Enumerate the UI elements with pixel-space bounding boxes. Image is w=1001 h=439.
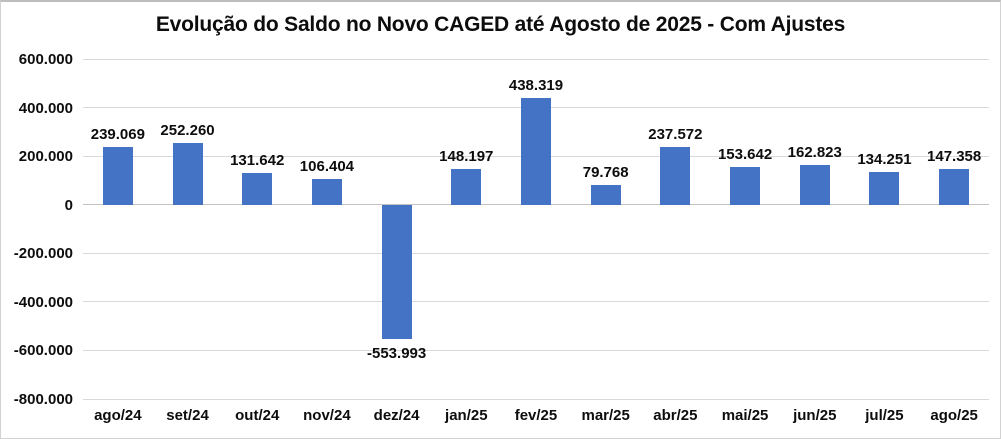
x-axis-tick-label: nov/24 — [303, 407, 351, 424]
x-axis-tick-label: out/24 — [235, 407, 280, 424]
bar — [521, 98, 551, 205]
bar — [311, 178, 342, 205]
y-axis-tick-label: 200.000 — [18, 148, 73, 166]
y-axis-tick-label: -800.000 — [13, 391, 73, 408]
bar — [242, 172, 273, 205]
bar-data-label: 106.404 — [299, 157, 355, 175]
x-axis-tick-label: jun/25 — [793, 407, 837, 424]
bar-data-label: 239.069 — [90, 125, 145, 143]
gridline — [83, 398, 989, 400]
y-axis-tick-label: -200.000 — [13, 245, 73, 263]
bar-data-label: 147.358 — [927, 147, 982, 165]
x-axis-tick-label: dez/24 — [373, 407, 420, 424]
bar-data-label: -553.993 — [367, 345, 427, 363]
gridline — [83, 252, 989, 254]
plot-area: 600.000 400.000 200.000 0 -200.000 -400.000 -6… — [14, 51, 989, 424]
bar-data-label: 134.251 — [857, 151, 912, 169]
x-axis-tick-label: mai/25 — [721, 407, 769, 424]
bar-data-label: 162.823 — [787, 144, 842, 162]
bar — [590, 185, 621, 205]
bar — [869, 172, 900, 205]
y-axis-tick-label: -600.000 — [13, 342, 73, 360]
chart-title: Evolução do Saldo no Novo CAGED até Agos… — [155, 13, 846, 36]
x-axis-tick-label: jul/25 — [865, 407, 904, 424]
bar — [939, 168, 970, 205]
x-axis-tick-label: jan/25 — [445, 407, 488, 424]
bar-data-label: 79.768 — [582, 164, 629, 182]
y-axis-tick-label: 600.000 — [18, 51, 73, 68]
x-axis-tick-label: ago/24 — [94, 407, 142, 424]
x-axis-line — [83, 204, 989, 206]
bar-data-label: 148.197 — [439, 147, 494, 165]
bar — [799, 165, 830, 205]
bar — [660, 147, 691, 205]
bar — [381, 204, 412, 340]
bar-data-label: 237.572 — [648, 126, 703, 144]
bar-data-label: 438.319 — [508, 77, 564, 95]
bar — [172, 143, 203, 205]
bar-data-label: 252.260 — [160, 122, 215, 140]
x-axis-tick-label: mar/25 — [581, 407, 630, 424]
bar-data-label: 131.642 — [230, 151, 285, 169]
bar-data-label: 153.642 — [717, 146, 773, 164]
gridline — [83, 301, 989, 303]
y-axis-tick-label: -400.000 — [13, 293, 73, 311]
y-axis-tick-label: 0 — [64, 196, 73, 214]
x-axis-tick-label: abr/25 — [653, 407, 698, 424]
bar — [102, 146, 133, 205]
x-axis-tick-label: fev/25 — [514, 407, 558, 424]
bar — [730, 167, 761, 205]
gridline — [83, 349, 989, 351]
y-axis-tick-label: 400.000 — [18, 99, 73, 117]
bar — [451, 168, 482, 205]
x-axis-tick-label: ago/25 — [930, 407, 978, 424]
gridline — [83, 58, 989, 60]
x-axis-tick-label: set/24 — [166, 407, 209, 424]
